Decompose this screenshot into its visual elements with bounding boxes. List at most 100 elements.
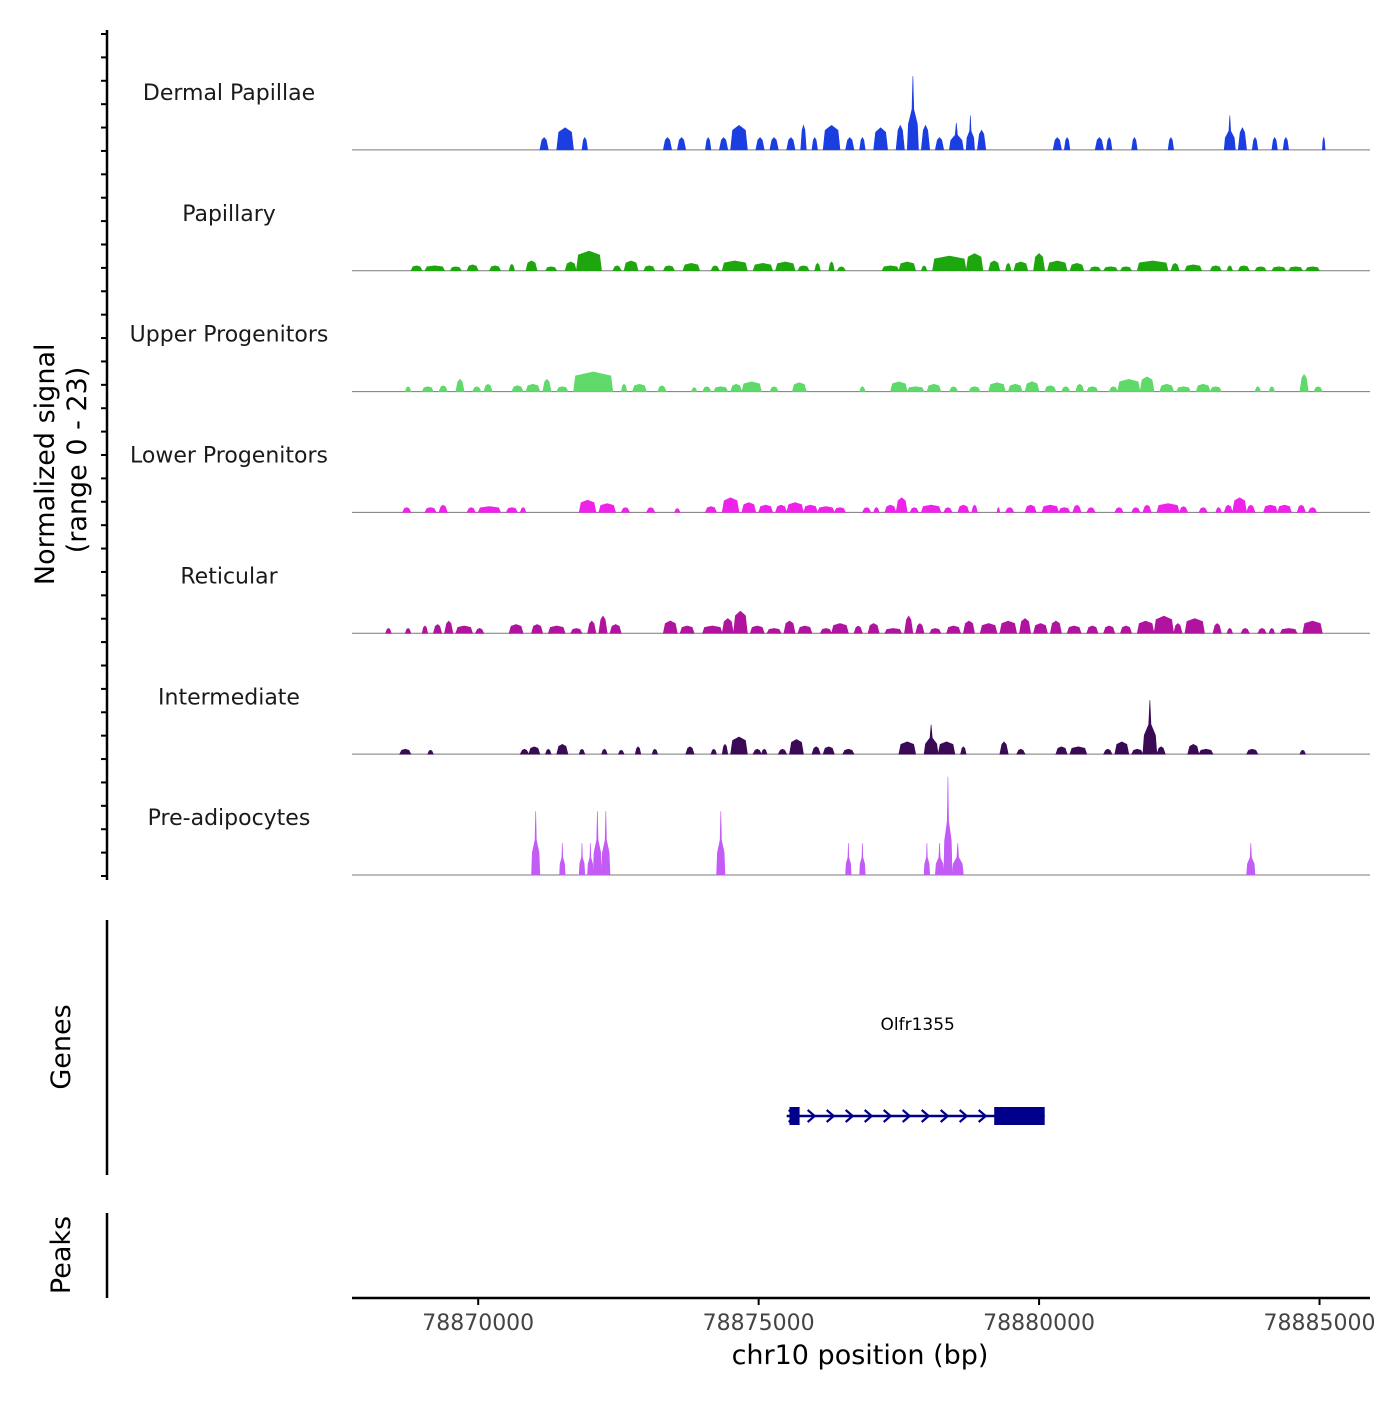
signal-peak — [1066, 625, 1082, 634]
signal-peak — [766, 628, 782, 634]
signal-peak — [564, 261, 577, 272]
signal-peak — [690, 387, 698, 392]
signal-peak — [1131, 507, 1141, 513]
strand-arrow — [958, 1109, 969, 1123]
signal-peak — [1223, 504, 1233, 513]
signal-peak — [404, 386, 412, 392]
signal-peak — [385, 628, 392, 634]
signal-peak — [845, 843, 852, 876]
signal-peak — [1176, 386, 1192, 392]
signal-peak — [1055, 746, 1068, 755]
signal-peak — [1304, 266, 1321, 272]
signal-peak — [474, 628, 485, 634]
signal-peak — [1299, 373, 1309, 392]
x-tick-label: 78870000 — [422, 1311, 534, 1336]
signal-peak — [438, 385, 448, 392]
signal-peak — [934, 137, 945, 151]
signal-peak — [895, 497, 908, 513]
signal-peak — [752, 748, 762, 755]
signal-peak — [1195, 383, 1211, 392]
signal-peak — [929, 628, 942, 634]
signal-peak — [1215, 507, 1222, 513]
signal-peak — [769, 137, 779, 151]
signal-peak — [1277, 504, 1292, 513]
signal-peak — [1159, 383, 1175, 392]
signal-peak — [1198, 507, 1208, 513]
signal-peak — [730, 383, 743, 392]
signal-peak — [705, 136, 712, 151]
signal-peak — [979, 623, 998, 634]
signal-peak — [716, 811, 726, 876]
signal-peak — [1237, 265, 1250, 272]
signal-peak — [1005, 262, 1012, 272]
signal-peak — [943, 776, 953, 876]
signal-peak — [965, 115, 975, 151]
signal-peak — [576, 250, 602, 272]
signal-peak — [508, 624, 524, 634]
signal-peak — [789, 739, 804, 755]
signal-peak — [1094, 137, 1104, 151]
strand-arrow — [977, 1109, 988, 1123]
signal-peak — [920, 124, 931, 151]
signal-peak — [1173, 623, 1183, 634]
signal-peak — [466, 507, 476, 513]
signal-peak — [632, 383, 647, 392]
signal-peak — [488, 265, 502, 272]
signal-peak — [934, 843, 945, 876]
signal-peak — [525, 260, 538, 272]
signal-peak — [1246, 504, 1256, 513]
signal-peak — [1086, 386, 1099, 392]
signal-peak — [1142, 504, 1152, 513]
signal-peak — [859, 386, 866, 392]
signal-peak — [999, 620, 1018, 634]
signal-peak — [791, 382, 807, 392]
signal-peak — [483, 383, 493, 392]
signal-peak — [1268, 628, 1276, 634]
signal-peak — [421, 625, 429, 634]
signal-peak — [713, 386, 729, 392]
signal-peak — [1114, 741, 1130, 755]
signal-peak — [777, 748, 788, 755]
signal-peak — [932, 255, 967, 272]
signal-peak — [962, 620, 975, 634]
signal-peak — [920, 504, 942, 513]
signal-peak — [797, 625, 813, 634]
signal-peak — [702, 625, 723, 634]
signal-peak — [528, 746, 541, 755]
signal-peak — [946, 625, 961, 634]
signal-peak — [730, 736, 748, 755]
signal-peak — [814, 262, 821, 272]
strand-arrow — [920, 1109, 931, 1123]
track-label: Reticular — [180, 564, 278, 589]
signal-peak — [1119, 266, 1133, 272]
signal-peak — [1209, 265, 1222, 272]
signal-peak — [741, 502, 757, 513]
signal-peak — [761, 748, 768, 755]
signal-peak — [822, 124, 841, 151]
x-axis-label: chr10 position (bp) — [732, 1340, 989, 1371]
signal-peak — [1024, 504, 1037, 513]
signal-peak — [519, 507, 527, 513]
signal-peak — [749, 625, 765, 634]
x-tick-label: 78880000 — [983, 1311, 1095, 1336]
signal-peak — [1268, 386, 1276, 392]
signal-peak — [965, 253, 984, 272]
signal-peak — [617, 749, 625, 755]
signal-peak — [1086, 625, 1099, 634]
signal-peak — [859, 136, 866, 151]
track-label: Pre-adipocytes — [148, 806, 311, 831]
signal-peak — [620, 383, 628, 392]
signal-peak — [741, 381, 762, 392]
signal-peak — [643, 265, 656, 272]
track-label: Lower Progenitors — [130, 444, 328, 469]
signal-peak — [1052, 137, 1062, 151]
signal-peak — [421, 386, 434, 392]
signal-peak — [710, 265, 720, 272]
signal-peak — [455, 378, 465, 392]
strand-arrow — [863, 1109, 874, 1123]
signal-peak — [1226, 628, 1234, 634]
signal-peak — [898, 261, 917, 272]
signal-peak — [948, 386, 959, 392]
signal-peak — [1299, 749, 1306, 755]
signal-peak — [1322, 136, 1326, 151]
